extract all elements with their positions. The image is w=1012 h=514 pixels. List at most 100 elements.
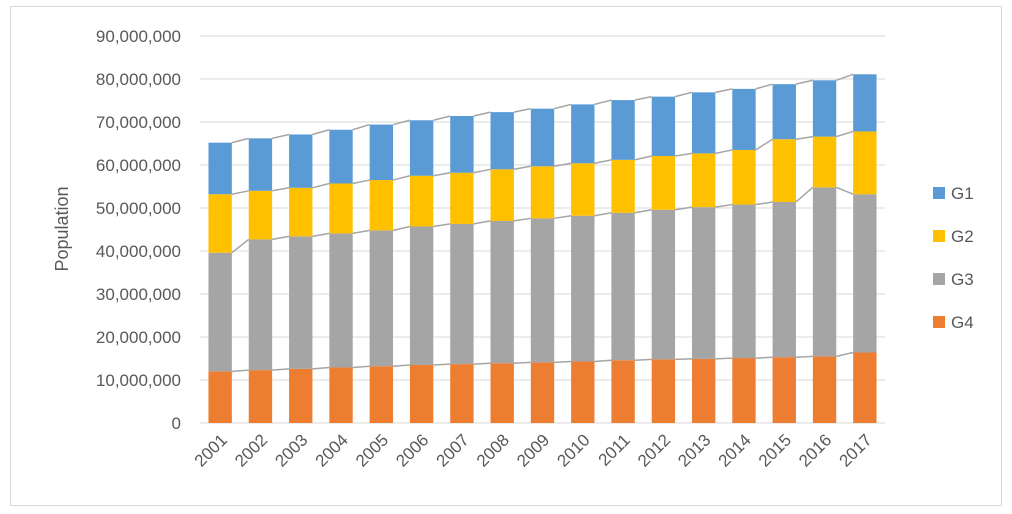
series-line-g3 [674, 206, 693, 211]
series-line-g4 [473, 362, 491, 365]
x-tick-label: 2017 [835, 430, 875, 470]
bar-g1-2014 [732, 88, 756, 150]
series-line-g4 [634, 358, 652, 361]
y-tick-label: 80,000,000 [96, 70, 181, 89]
y-tick-label: 30,000,000 [96, 285, 181, 304]
bar-g2-2014 [732, 149, 756, 205]
x-tick-label: 2004 [312, 430, 352, 470]
series-lines [231, 73, 854, 373]
bar-g4-2012 [651, 359, 676, 423]
legend-label-g4: G4 [951, 313, 974, 332]
bar-g1-2017 [853, 74, 877, 132]
x-tick-label: 2001 [191, 430, 231, 470]
series-line-g2 [755, 138, 773, 151]
bar-g4-2006 [409, 364, 434, 423]
bar-g2-2002 [248, 190, 273, 240]
series-line-g4 [554, 360, 572, 364]
bar-g3-2005 [369, 230, 394, 367]
series-line-g1 [392, 119, 411, 126]
series-line-g4 [231, 369, 249, 373]
series-line-g4 [836, 351, 854, 358]
series-line-g3 [554, 214, 572, 220]
bar-g2-2008 [490, 169, 514, 221]
series-line-g3 [231, 238, 250, 254]
series-line-g3 [634, 208, 652, 214]
bar-g1-2002 [248, 138, 273, 191]
series-line-g2 [674, 152, 693, 157]
bar-g2-2012 [651, 155, 676, 210]
bar-g4-2011 [611, 360, 635, 423]
bar-g3-2001 [208, 252, 232, 372]
x-tick-label: 2009 [513, 430, 553, 470]
legend-swatch-g1 [933, 187, 945, 199]
legend-label-g3: G3 [951, 270, 974, 289]
series-line-g2 [795, 135, 813, 140]
series-line-g3 [755, 201, 773, 206]
bar-g4-2007 [450, 364, 474, 423]
bar-g4-2017 [853, 352, 877, 423]
y-tick-label: 90,000,000 [96, 27, 181, 46]
x-tick-label: 2010 [553, 430, 593, 470]
series-line-g1 [231, 137, 249, 144]
bar-g2-2013 [691, 153, 716, 208]
bar-g2-2007 [450, 172, 474, 224]
y-tick-label: 0 [172, 414, 181, 433]
bar-g3-2003 [289, 236, 313, 369]
bar-g4-2016 [812, 356, 837, 423]
bar-g2-2009 [530, 166, 555, 219]
bar-g2-2011 [611, 159, 635, 213]
bar-g4-2003 [289, 368, 313, 423]
bar-g2-2010 [571, 163, 595, 216]
bar-g3-2013 [691, 207, 716, 359]
x-tick-label: 2007 [433, 430, 473, 470]
series-line-g3 [835, 186, 854, 195]
x-tick-label: 2012 [634, 430, 674, 470]
series-line-g2 [836, 130, 854, 138]
y-tick-label: 70,000,000 [96, 113, 181, 132]
series-line-g1 [835, 73, 854, 81]
bar-g2-2016 [812, 136, 837, 188]
series-line-g1 [795, 79, 814, 85]
legend: G1 G2 G3 G4 [933, 184, 974, 332]
series-line-g3 [392, 225, 411, 232]
bar-g3-2016 [812, 187, 837, 357]
series-line-g1 [352, 123, 370, 131]
legend-swatch-g4 [933, 316, 945, 328]
series-line-g1 [513, 107, 531, 113]
x-tick-label: 2002 [231, 430, 271, 470]
series-line-g1 [755, 83, 773, 90]
x-tick-label: 2011 [595, 430, 634, 469]
x-axis-tick-labels: 2001 2002 2003 2004 2005 2006 2007 2008 2009 2010… [191, 430, 876, 470]
series-line-g1 [554, 103, 572, 110]
bar-g4-2004 [329, 367, 353, 423]
bar-g3-2002 [248, 239, 273, 371]
series-line-g4 [594, 359, 612, 363]
series-line-g4 [755, 356, 773, 359]
series-line-g3 [352, 229, 370, 235]
series-line-g1 [634, 95, 652, 101]
bar-g2-2004 [329, 183, 353, 234]
series-line-g2 [392, 175, 411, 181]
x-tick-label: 2006 [392, 430, 432, 470]
bar-g1-2005 [369, 124, 394, 181]
y-axis-title: Population [52, 186, 72, 271]
series-line-g4 [715, 357, 733, 360]
bar-g4-2002 [248, 370, 273, 423]
bar-g1-2004 [329, 129, 353, 184]
series-line-g4 [795, 355, 813, 358]
series-line-g3 [473, 220, 491, 225]
series-line-g2 [231, 190, 249, 195]
series-line-g1 [312, 129, 330, 136]
y-tick-label: 10,000,000 [96, 371, 181, 390]
series-line-g1 [674, 91, 693, 98]
series-line-g4 [272, 368, 290, 371]
y-tick-label: 50,000,000 [96, 199, 181, 218]
bar-g3-2017 [853, 194, 877, 353]
bar-g1-2007 [450, 115, 474, 173]
bar-g1-2010 [571, 104, 595, 164]
y-axis-tick-labels: 0 10,000,000 20,000,000 30,000,000 40,000,00… [96, 27, 181, 433]
legend-swatch-g3 [933, 273, 945, 285]
bar-g3-2014 [732, 204, 756, 359]
series-line-g2 [634, 155, 652, 161]
series-line-g4 [312, 366, 330, 370]
